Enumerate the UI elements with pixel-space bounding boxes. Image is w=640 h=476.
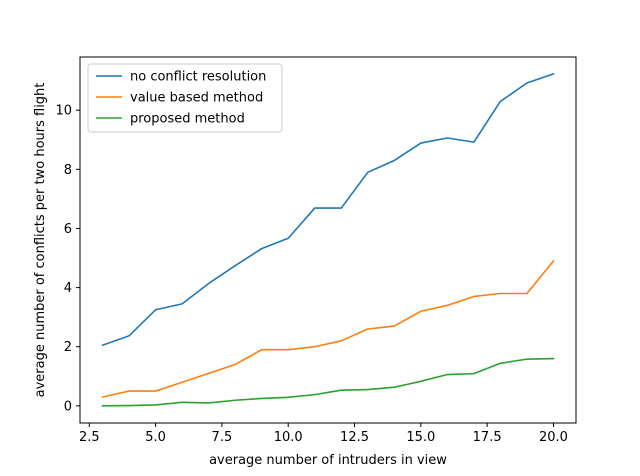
series-line-3 <box>101 357 555 407</box>
y-tick-label: 10 <box>55 104 72 119</box>
y-axis-label: average number of conflicts per two hour… <box>33 83 48 398</box>
x-tick-label: 15.0 <box>406 430 435 445</box>
x-tick-label: 10.0 <box>274 430 303 445</box>
y-tick-label: 0 <box>64 399 72 414</box>
plot-frame <box>79 56 577 424</box>
x-tick-label: 20.0 <box>539 430 568 445</box>
x-tick-label: 2.5 <box>79 430 100 445</box>
x-axis-label: average number of intruders in view <box>209 453 447 468</box>
y-tick-label: 8 <box>64 163 72 178</box>
series-line-1 <box>101 72 555 347</box>
x-tick-label: 5.0 <box>145 430 166 445</box>
y-tick-label: 4 <box>64 281 72 296</box>
y-tick-label: 6 <box>64 222 72 237</box>
legend-box <box>87 63 283 133</box>
x-tick-label: 12.5 <box>340 430 369 445</box>
x-tick-label: 17.5 <box>473 430 502 445</box>
y-tick-label: 2 <box>64 340 72 355</box>
legend-label: proposed method <box>130 112 245 127</box>
x-tick-label: 7.5 <box>212 430 233 445</box>
series-layer <box>101 72 555 407</box>
x-axis-ticks: 2.5 5.0 7.5 10.0 12.5 15.0 17.5 20.0 <box>79 423 568 445</box>
y-axis-ticks: 0 2 4 6 8 10 <box>55 104 80 414</box>
legend-label: value based method <box>130 91 263 106</box>
legend-label: no conflict resolution <box>130 70 266 85</box>
series-line-2 <box>101 259 555 398</box>
legend: no conflict resolution value based method… <box>87 63 283 133</box>
